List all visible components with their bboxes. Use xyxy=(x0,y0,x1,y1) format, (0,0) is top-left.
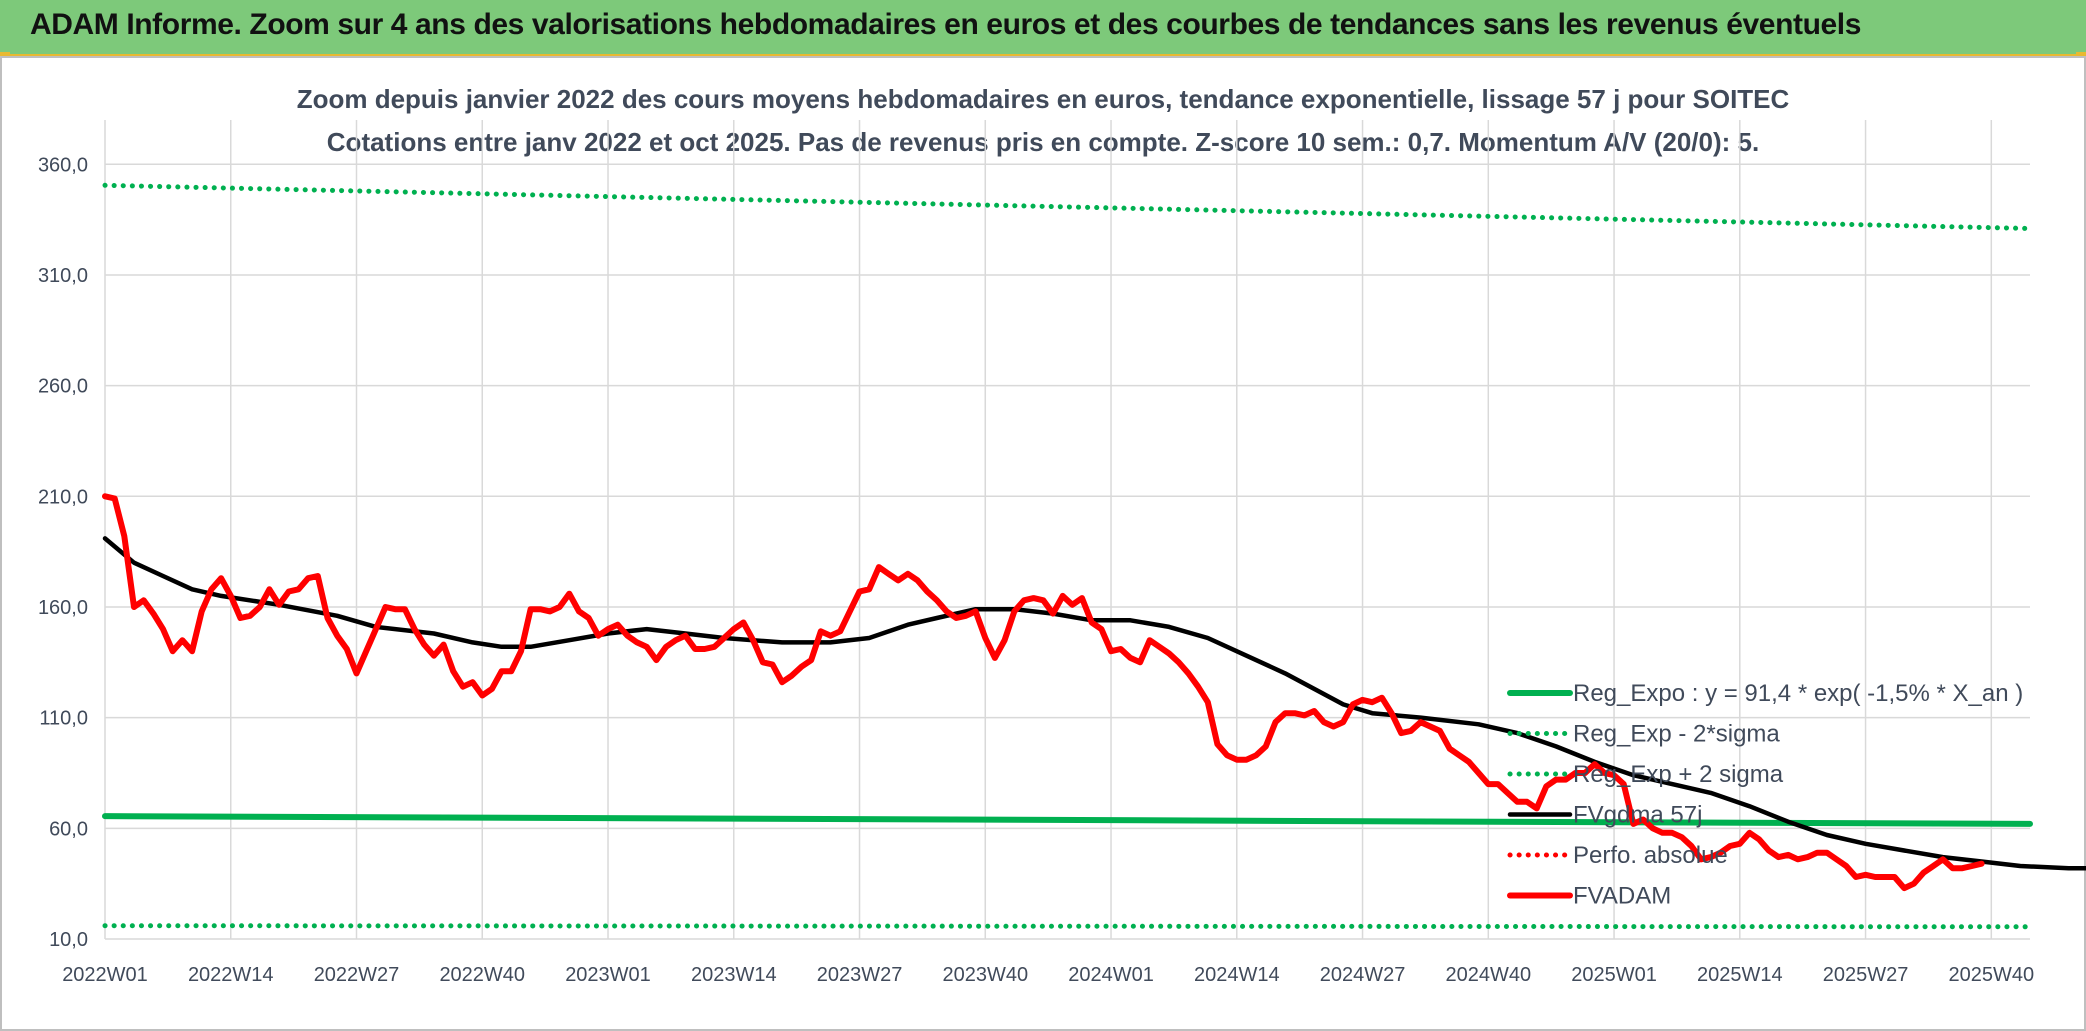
y-tick-label: 110,0 xyxy=(39,708,88,730)
y-tick-label: 160,0 xyxy=(38,597,88,619)
x-tick-label: 2025W40 xyxy=(1948,964,2034,986)
banner-corner-mark-left xyxy=(0,52,10,58)
legend-fvadam-label: FVADAM xyxy=(1573,883,1671,910)
y-tick-label: 210,0 xyxy=(38,486,88,508)
y-tick-label: 360,0 xyxy=(38,154,88,176)
x-tick-label: 2023W27 xyxy=(817,964,903,986)
banner-corner-mark-right xyxy=(2076,52,2086,58)
y-tick-label: 310,0 xyxy=(38,265,88,287)
chart-subtitle: Cotations entre janv 2022 et oct 2025. P… xyxy=(327,127,1759,157)
y-tick-label: 10,0 xyxy=(49,929,88,951)
y-tick-label: 260,0 xyxy=(38,376,88,398)
legend-reg-exp-plus-label: Reg_Exp + 2 sigma xyxy=(1573,761,1784,788)
x-tick-label: 2022W27 xyxy=(314,964,400,986)
fvgdma-57j-line xyxy=(102,536,2086,871)
x-tick-label: 2022W01 xyxy=(62,964,148,986)
fvadam-line xyxy=(102,493,1985,892)
series-lines xyxy=(102,182,2086,930)
legend: Reg_Expo : y = 91,4 * exp( -1,5% * X_an … xyxy=(1507,680,2023,910)
x-tick-label: 2023W01 xyxy=(565,964,651,986)
x-tick-label: 2022W14 xyxy=(188,964,274,986)
x-tick-label: 2024W14 xyxy=(1194,964,1280,986)
axis-labels: 10,0 60,0 110,0 160,0 210,0 260,0 310,0 360,0 20… xyxy=(38,154,2034,986)
y-tick-label: 60,0 xyxy=(49,818,88,840)
x-tick-label: 2025W14 xyxy=(1697,964,1783,986)
legend-reg-exp-minus-label: Reg_Exp - 2*sigma xyxy=(1573,721,1780,748)
report-banner: ADAM Informe. Zoom sur 4 ans des valoris… xyxy=(0,0,2086,56)
banner-title: ADAM Informe. Zoom sur 4 ans des valoris… xyxy=(30,8,1862,41)
chart-frame xyxy=(0,56,2086,1031)
reg-exp-minus-2sigma-line xyxy=(102,923,2033,930)
legend-fvgdma-label: FVgdma 57j xyxy=(1573,802,1702,829)
legend-reg-expo-label: Reg_Expo : y = 91,4 * exp( -1,5% * X_an … xyxy=(1573,680,2023,707)
x-tick-label: 2024W27 xyxy=(1320,964,1406,986)
x-tick-label: 2023W14 xyxy=(691,964,777,986)
gridlines xyxy=(104,120,2030,940)
reg-expo-line xyxy=(102,813,2033,827)
x-tick-label: 2024W01 xyxy=(1068,964,1154,986)
x-tick-label: 2024W40 xyxy=(1445,964,1531,986)
x-tick-label: 2025W01 xyxy=(1571,964,1657,986)
x-tick-label: 2023W40 xyxy=(942,964,1028,986)
reg-exp-plus-2sigma-line xyxy=(102,182,2033,231)
chart-title: Zoom depuis janvier 2022 des cours moyen… xyxy=(297,84,1790,114)
x-tick-label: 2022W40 xyxy=(439,964,525,986)
x-tick-label: 2025W27 xyxy=(1823,964,1909,986)
legend-perfo-label: Perfo. absolue xyxy=(1573,842,1728,869)
